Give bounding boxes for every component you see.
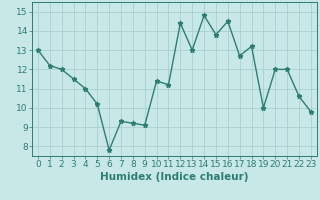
X-axis label: Humidex (Indice chaleur): Humidex (Indice chaleur)	[100, 172, 249, 182]
